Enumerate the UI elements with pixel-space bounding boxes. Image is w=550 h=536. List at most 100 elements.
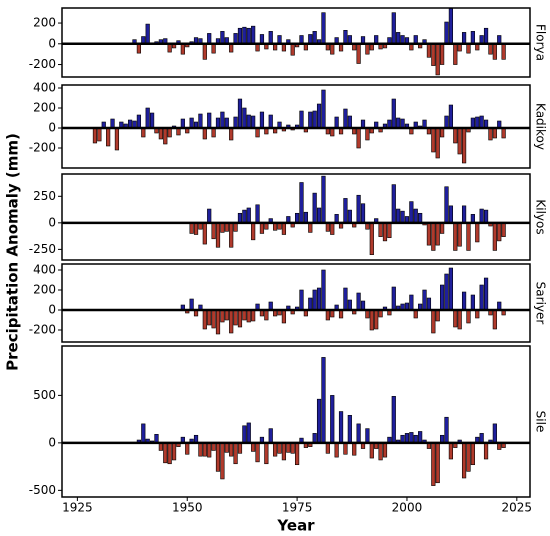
bar [479, 284, 484, 311]
bar [488, 43, 493, 55]
bar [220, 309, 225, 323]
bar [444, 273, 449, 311]
bar [202, 309, 207, 330]
bar [347, 209, 352, 224]
bar [378, 442, 383, 461]
bar [242, 209, 247, 224]
bar [431, 442, 436, 486]
bar [360, 300, 366, 311]
bar [136, 43, 142, 54]
bar [255, 127, 260, 138]
bar [466, 43, 471, 54]
bar [409, 294, 414, 311]
bar [409, 201, 414, 224]
bar [418, 431, 423, 444]
bar [431, 127, 436, 153]
bar [492, 222, 497, 251]
bar [343, 30, 348, 45]
bar [246, 422, 251, 444]
bar [431, 309, 436, 334]
bar [461, 205, 467, 224]
bar [374, 309, 379, 330]
bar [356, 292, 361, 311]
bar [391, 396, 396, 444]
bar [391, 12, 396, 45]
bar [312, 289, 317, 311]
bar [264, 309, 269, 321]
bar [426, 297, 432, 311]
bar [220, 31, 225, 45]
bar [501, 127, 506, 139]
bar [321, 89, 326, 129]
bar [369, 442, 374, 459]
panel-frame [61, 173, 531, 261]
y-tick-label: -200 [29, 323, 56, 337]
bar [237, 212, 243, 224]
bar [492, 43, 497, 60]
bar [136, 114, 142, 129]
y-tick-label: 200 [33, 283, 56, 297]
bar [264, 442, 269, 465]
bar [202, 43, 207, 60]
bar [330, 222, 335, 235]
bar [237, 309, 243, 328]
bar [453, 127, 458, 144]
bar [312, 110, 317, 129]
bar [215, 442, 221, 472]
bar [365, 127, 370, 141]
bar [220, 442, 225, 480]
bar [343, 442, 348, 455]
bar [229, 127, 234, 141]
bar [501, 222, 506, 237]
bar [286, 442, 291, 453]
bar [479, 433, 484, 444]
bar [501, 43, 506, 60]
bar [453, 309, 458, 328]
bar [483, 209, 489, 224]
bar [251, 309, 256, 322]
bar [294, 442, 300, 466]
bar [189, 222, 194, 234]
bar [211, 43, 216, 54]
bar [466, 222, 471, 251]
bar [207, 33, 212, 45]
bar [431, 43, 436, 66]
y-tick-label: 0 [48, 435, 56, 449]
bar [149, 112, 155, 129]
bar [461, 32, 467, 45]
bar [229, 222, 234, 248]
bar [167, 442, 172, 465]
bar [483, 277, 489, 311]
bar [448, 104, 454, 129]
bar [400, 210, 405, 224]
y-tick-label: -200 [29, 57, 56, 71]
y-tick-label: 0 [48, 215, 56, 229]
bar [189, 117, 194, 129]
y-tick-label: 0 [48, 303, 56, 317]
bar [163, 442, 168, 464]
bar [378, 222, 383, 237]
bar [145, 107, 150, 129]
bar [343, 198, 348, 224]
bar [413, 208, 418, 224]
bar [492, 423, 497, 444]
bar [224, 309, 229, 321]
bar [391, 98, 396, 129]
bar [141, 127, 146, 138]
bar [382, 222, 388, 242]
bar [488, 127, 493, 141]
bar [444, 21, 449, 45]
bar [440, 284, 445, 311]
bar [391, 286, 396, 311]
y-axis-title: Precipitation Anomaly (mm) [4, 133, 22, 371]
bar [251, 442, 256, 452]
bar [145, 23, 150, 45]
bar [321, 175, 326, 224]
bar [242, 309, 247, 321]
bar [440, 127, 445, 138]
bar [259, 222, 265, 234]
bar [237, 442, 243, 454]
bar [369, 222, 374, 255]
bar [365, 428, 370, 444]
bar [158, 127, 163, 140]
